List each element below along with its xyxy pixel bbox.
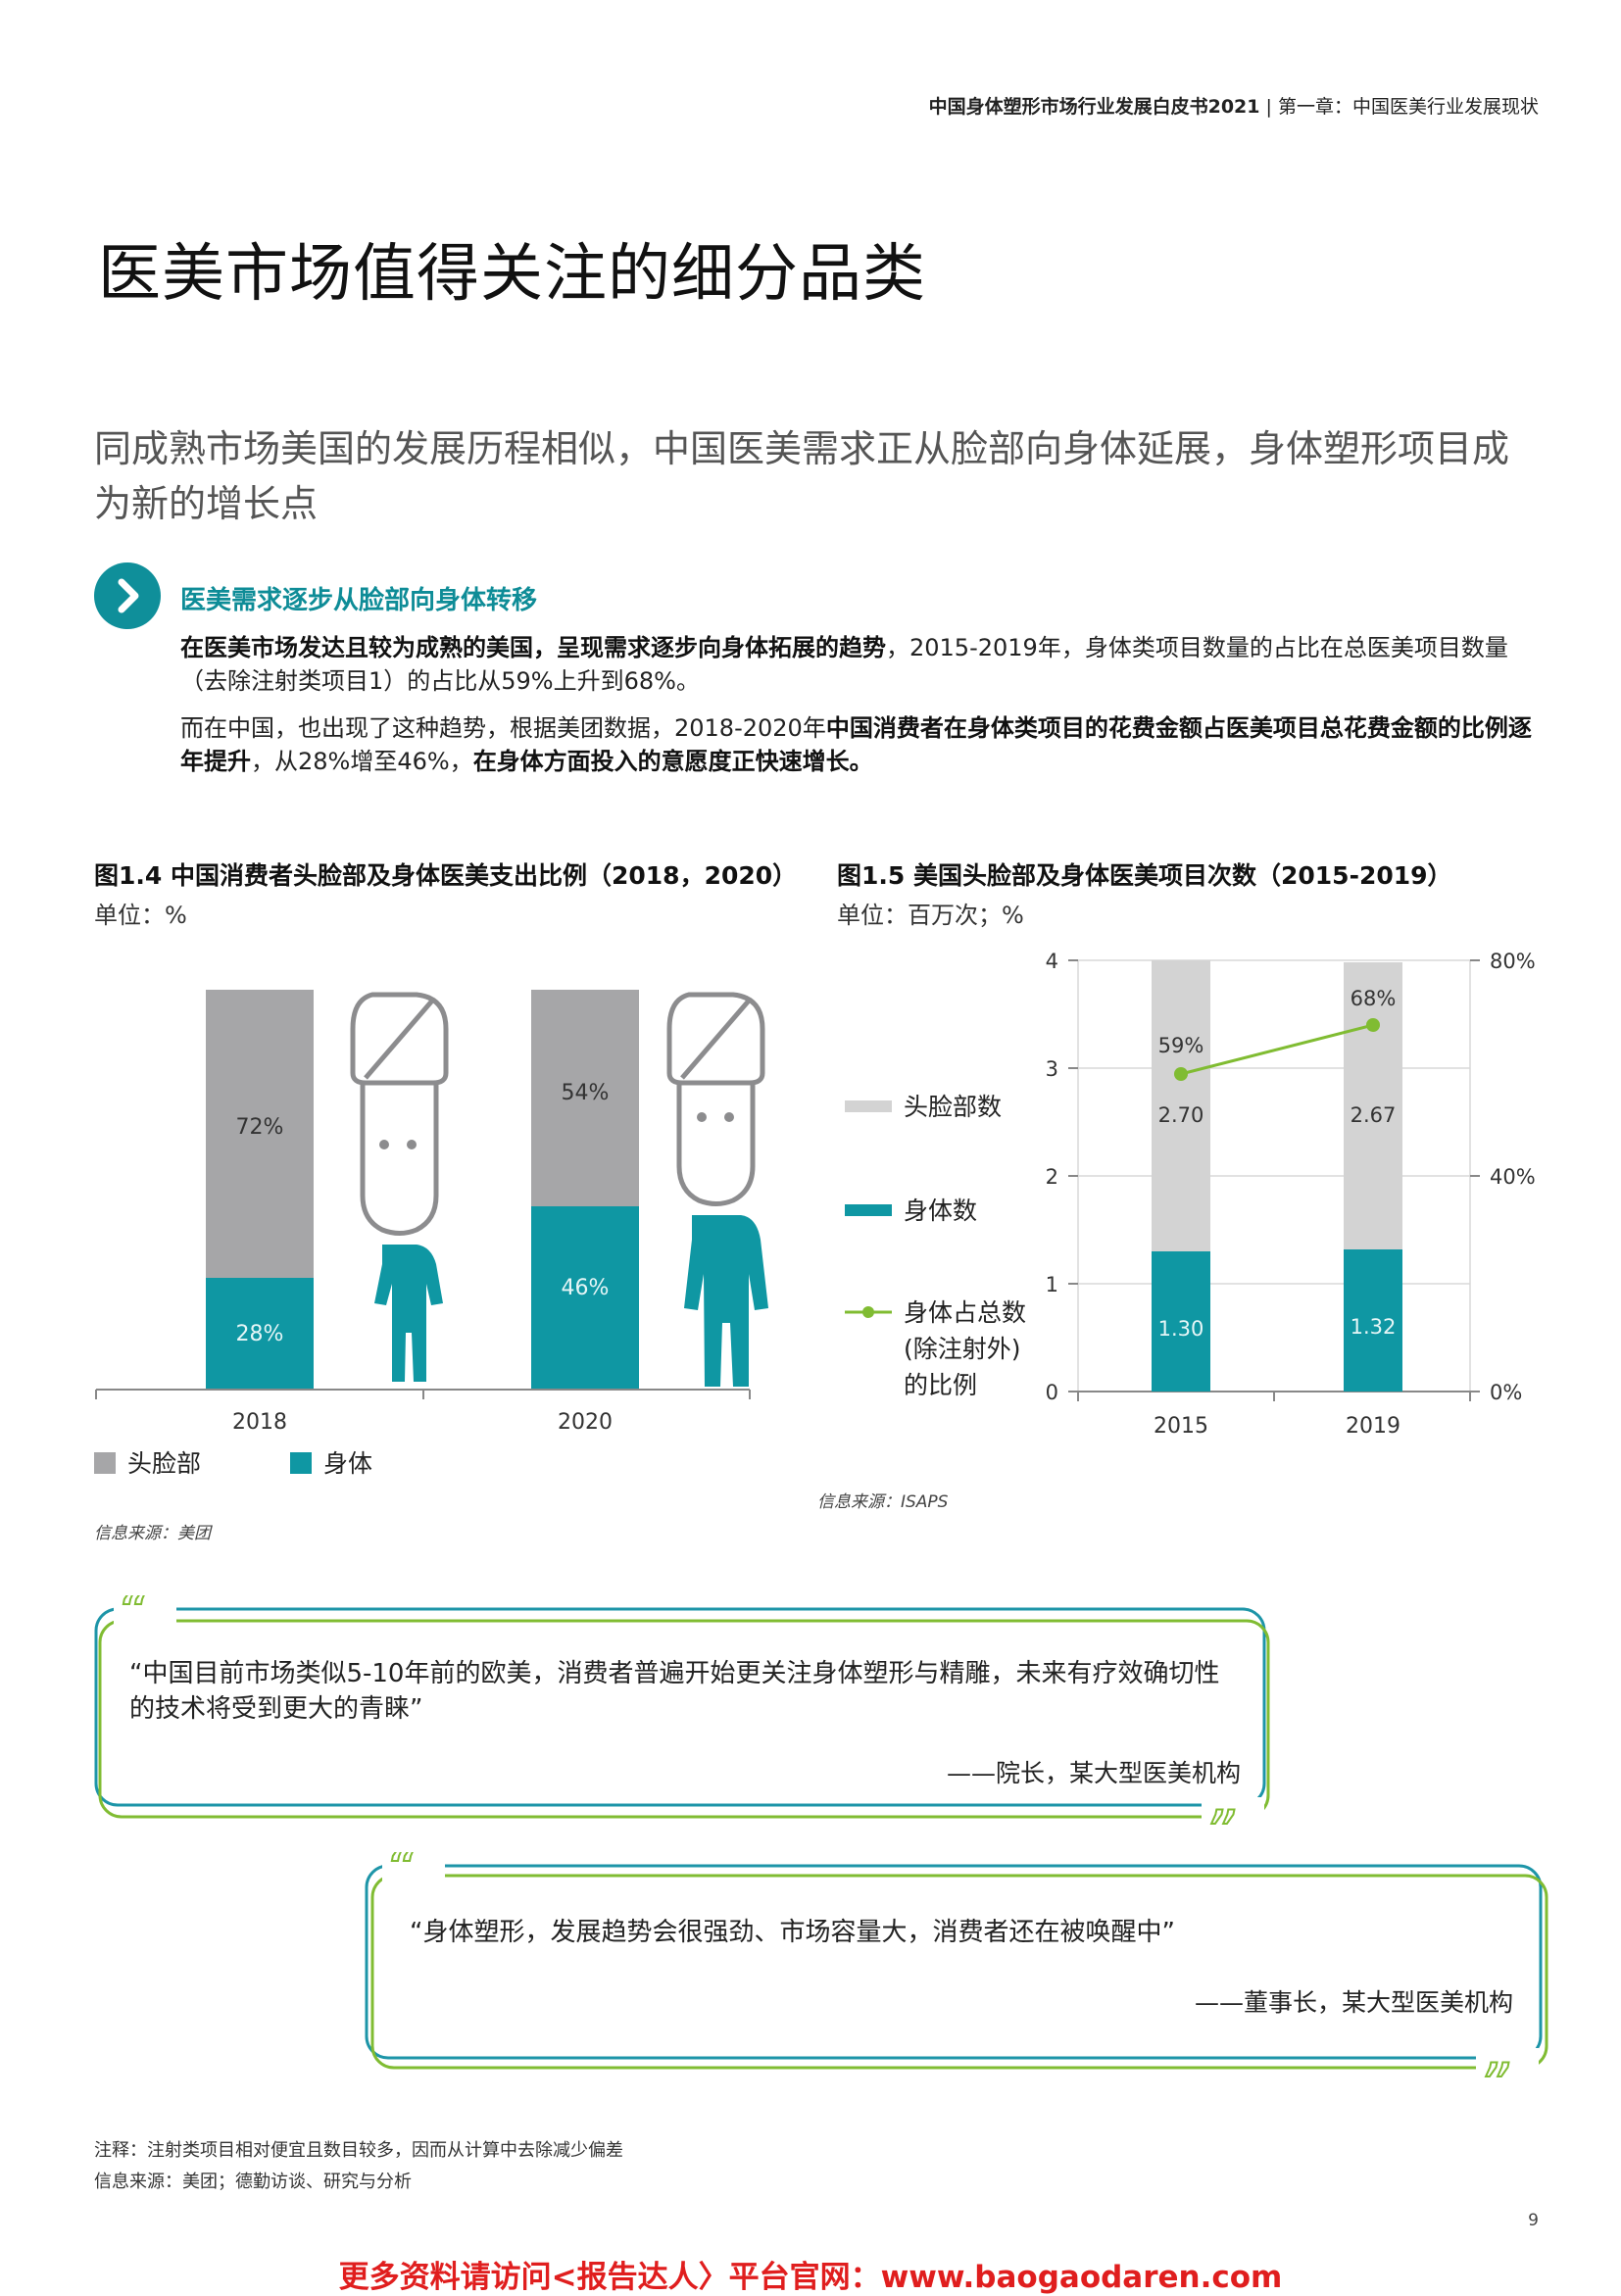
fig15-ytick-4: 4 — [1046, 950, 1058, 973]
fig15-xtick-2019: 2019 — [1346, 1414, 1400, 1439]
fig15-ytick-1: 1 — [1046, 1273, 1058, 1296]
paragraph-2-bold-2: 在身体方面投入的意愿度正快速增长。 — [472, 748, 873, 775]
fig15-ytick-3: 3 — [1046, 1057, 1058, 1081]
person-icon-2018 — [350, 992, 449, 1382]
section-title: 医美需求逐步从脸部向身体转移 — [180, 586, 538, 615]
page-title: 医美市场值得关注的细分品类 — [98, 238, 926, 311]
open-quote-icon: “ — [384, 1852, 416, 1904]
fig15-bar-2019-face — [1344, 962, 1402, 1249]
fig14-bar-2018-face — [206, 990, 314, 1278]
fig14-legend-swatch-face — [94, 1452, 116, 1474]
fig15-y2tick-40: 40% — [1490, 1165, 1536, 1189]
fig15-ratio-label-2019: 68% — [1351, 987, 1397, 1010]
fig15-label-2019-face: 2.67 — [1351, 1103, 1397, 1127]
fig15-xtick-2015: 2015 — [1154, 1414, 1208, 1439]
fig14-bar-2020-body — [531, 1206, 639, 1390]
paragraph-2-a: 而在中国，也出现了这种趋势，根据美团数据，2018-2020年 — [180, 714, 826, 742]
footer-link[interactable]: 更多资料请访问<报告达人〉平台官网：www.baogaodaren.com — [338, 2260, 1283, 2295]
fig15-label-2015-body: 1.30 — [1158, 1317, 1204, 1341]
fig15-gridlines — [1077, 959, 1471, 1392]
fig14-title: 图1.4 中国消费者头脸部及身体医美支出比例（2018，2020） — [94, 861, 798, 890]
fig14-legend-face: 头脸部 — [127, 1449, 201, 1478]
fig15-legend-face: 头脸部数 — [904, 1093, 1002, 1121]
notes-source: 信息来源：美团；德勤访谈、研究与分析 — [94, 2172, 412, 2192]
fig14-legend-body: 身体 — [323, 1449, 372, 1478]
fig15-legend-ratio-2: (除注射外) — [904, 1335, 1021, 1363]
fig14-label-2018-body: 28% — [236, 1322, 284, 1346]
quote1-attribution: ——院长，某大型医美机构 — [946, 1759, 1241, 1787]
fig15-ratio-point-2015 — [1174, 1067, 1188, 1081]
quote1-frame: “ ” — [94, 1595, 1270, 1831]
fig14-label-2018-face: 72% — [236, 1115, 284, 1140]
paragraph-2: 而在中国，也出现了这种趋势，根据美团数据，2018-2020年中国消费者在身体类… — [180, 711, 1543, 778]
fig15-label-2019-body: 1.32 — [1351, 1315, 1397, 1339]
fig14-bar-2020-face — [531, 990, 639, 1206]
fig15-bar-2019-body — [1344, 1249, 1402, 1392]
fig15-bar-2015-face — [1152, 960, 1210, 1251]
fig14-legend-swatch-body — [290, 1452, 312, 1474]
fig15-legend-body: 身体数 — [904, 1197, 977, 1225]
paragraph-1-rest: ，2015-2019年，身体类项目数量的占比在总医美项目数量（去除注射类项目1）… — [180, 634, 1508, 695]
fig15-ratio-label-2015: 59% — [1158, 1034, 1204, 1057]
fig15-y2tick-0: 0% — [1490, 1381, 1522, 1404]
fig14-bar-2018-body — [206, 1278, 314, 1390]
close-quote-icon: ” — [1478, 2051, 1509, 2087]
paragraph-2-bold-1: 中国消费者在身体类项目的花费金额占医美项目总花费金额的比例逐年提升 — [180, 714, 1532, 775]
paragraph-1: 在医美市场发达且较为成熟的美国，呈现需求逐步向身体拓展的趋势，2015-2019… — [180, 631, 1543, 698]
fig14-xtick-2020: 2020 — [558, 1410, 613, 1435]
fig15-ytick-2: 2 — [1046, 1165, 1058, 1189]
chevron-right-icon — [94, 562, 161, 629]
fig14-chart: 72% 28% 54% 46% 2018 2020 头脸部 身体 — [94, 990, 768, 1478]
quote2-text: “身体塑形，发展趋势会很强劲、市场容量大，消费者还在被唤醒中” — [410, 1918, 1175, 1947]
paragraph-2-b: ，从28%增至46%， — [251, 748, 473, 775]
fig15-y2tick-80: 80% — [1490, 950, 1536, 973]
page-header: 中国身体塑形市场行业发展白皮书2021 | 第一章：中国医美行业发展现状 — [929, 92, 1539, 119]
fig15-legend-ratio-3: 的比例 — [904, 1371, 977, 1399]
fig14-xtick-2018: 2018 — [232, 1410, 287, 1435]
fig15-title: 图1.5 美国头脸部及身体医美项目次数（2015-2019） — [837, 861, 1452, 890]
fig15-label-2015-face: 2.70 — [1158, 1103, 1204, 1127]
fig15-legend-swatch-face — [845, 1100, 892, 1112]
report-title: 中国身体塑形市场行业发展白皮书2021 — [928, 96, 1260, 118]
fig15-chart: 4 3 2 1 0 80% 40% 0% 1.30 1.32 2.70 2.67… — [845, 950, 1536, 1439]
chapter-title: 第一章：中国医美行业发展现状 — [1277, 96, 1539, 118]
header-separator: | — [1259, 96, 1278, 118]
fig15-ratio-point-2019 — [1366, 1018, 1380, 1032]
fig14-label-2020-body: 46% — [562, 1276, 610, 1300]
page-number: 9 — [1528, 2211, 1539, 2230]
fig15-legend-swatch-body — [845, 1204, 892, 1216]
note-text: 注释：注射类项目相对便宜且数目较多，因而从计算中去除减少偏差 — [94, 2140, 623, 2161]
fig15-source: 信息来源：ISAPS — [817, 1492, 949, 1512]
close-quote-icon: ” — [1203, 1798, 1235, 1831]
fig14-label-2020-face: 54% — [562, 1081, 610, 1105]
page-subtitle: 同成熟市场美国的发展历程相似，中国医美需求正从脸部向身体延展，身体塑形项目成为新… — [94, 427, 1510, 525]
fig15-ytick-0: 0 — [1046, 1381, 1058, 1404]
fig14-source: 信息来源：美团 — [94, 1524, 211, 1543]
paragraph-1-bold: 在医美市场发达且较为成熟的美国，呈现需求逐步向身体拓展的趋势 — [180, 634, 886, 661]
fig15-legend-ratio-1: 身体占总数 — [904, 1298, 1026, 1327]
fig15-ratio-line — [1180, 1023, 1374, 1076]
quote2-attribution: ——董事长，某大型医美机构 — [1194, 1988, 1513, 2017]
quote1-text: “中国目前市场类似5-10年前的欧美，消费者普遍开始更关注身体塑形与精雕，未来有… — [129, 1659, 1220, 1724]
fig15-bar-2015-body — [1152, 1251, 1210, 1392]
quote2-frame: “ ” — [365, 1852, 1548, 2087]
fig15-unit: 单位：百万次；% — [837, 902, 1024, 929]
fig14-unit: 单位：% — [94, 902, 187, 929]
person-icon-2020 — [666, 992, 768, 1387]
open-quote-icon: “ — [116, 1595, 147, 1647]
